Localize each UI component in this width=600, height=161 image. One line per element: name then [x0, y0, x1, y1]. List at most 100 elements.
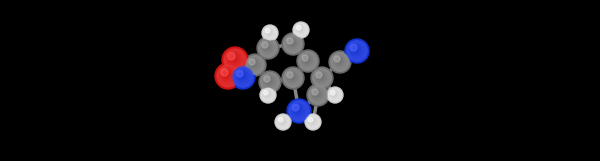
Circle shape — [217, 65, 239, 87]
Circle shape — [264, 27, 276, 39]
Circle shape — [306, 115, 320, 129]
Circle shape — [263, 75, 275, 87]
Circle shape — [231, 65, 255, 89]
Circle shape — [288, 39, 295, 46]
Circle shape — [318, 74, 323, 79]
Circle shape — [311, 88, 323, 100]
Circle shape — [331, 90, 335, 95]
Circle shape — [238, 72, 245, 79]
Circle shape — [247, 57, 262, 71]
Circle shape — [236, 70, 248, 82]
Circle shape — [287, 72, 293, 78]
Circle shape — [224, 49, 246, 71]
Circle shape — [224, 72, 227, 75]
Circle shape — [316, 72, 322, 78]
Circle shape — [298, 26, 302, 32]
Circle shape — [264, 44, 269, 49]
Circle shape — [331, 53, 349, 71]
Circle shape — [260, 40, 274, 54]
Circle shape — [263, 90, 268, 95]
Circle shape — [353, 48, 356, 50]
Circle shape — [305, 114, 321, 130]
Circle shape — [262, 89, 274, 101]
Circle shape — [295, 24, 307, 36]
Circle shape — [282, 33, 304, 55]
Circle shape — [263, 90, 272, 99]
Circle shape — [302, 55, 308, 61]
Circle shape — [228, 53, 239, 64]
Circle shape — [219, 67, 236, 84]
Circle shape — [329, 89, 341, 101]
Circle shape — [308, 117, 317, 126]
Circle shape — [296, 24, 306, 35]
Circle shape — [266, 93, 268, 95]
Circle shape — [239, 73, 244, 78]
Circle shape — [286, 36, 299, 50]
Circle shape — [289, 74, 293, 79]
Circle shape — [301, 53, 314, 67]
Circle shape — [334, 56, 344, 66]
Circle shape — [259, 71, 281, 93]
Circle shape — [248, 58, 260, 70]
Circle shape — [232, 56, 234, 59]
Circle shape — [282, 67, 304, 89]
Circle shape — [278, 118, 283, 122]
Circle shape — [310, 87, 326, 103]
Circle shape — [297, 26, 304, 33]
Circle shape — [244, 54, 266, 76]
Circle shape — [229, 54, 238, 62]
Circle shape — [353, 47, 358, 52]
Circle shape — [336, 58, 341, 63]
Circle shape — [308, 86, 328, 104]
Circle shape — [223, 71, 229, 77]
Circle shape — [335, 57, 342, 64]
Circle shape — [297, 50, 319, 72]
Circle shape — [301, 54, 313, 66]
Circle shape — [305, 58, 307, 60]
Circle shape — [347, 41, 367, 61]
Circle shape — [289, 101, 309, 121]
Circle shape — [221, 69, 228, 76]
Circle shape — [307, 116, 319, 128]
Circle shape — [292, 104, 304, 116]
Circle shape — [314, 91, 319, 96]
Circle shape — [278, 117, 287, 126]
Circle shape — [284, 35, 302, 53]
Circle shape — [345, 39, 369, 63]
Circle shape — [230, 55, 236, 61]
Circle shape — [313, 69, 331, 87]
Circle shape — [296, 108, 298, 110]
Circle shape — [257, 37, 279, 59]
Circle shape — [299, 52, 316, 69]
Circle shape — [277, 116, 289, 128]
Circle shape — [262, 25, 278, 41]
Circle shape — [215, 63, 241, 89]
Circle shape — [260, 40, 276, 56]
Circle shape — [294, 23, 308, 37]
Circle shape — [350, 45, 361, 55]
Circle shape — [262, 74, 278, 90]
Circle shape — [330, 90, 338, 99]
Circle shape — [266, 28, 270, 33]
Circle shape — [280, 118, 284, 123]
Circle shape — [266, 29, 272, 35]
Circle shape — [249, 59, 259, 69]
Circle shape — [310, 119, 314, 123]
Circle shape — [263, 26, 277, 40]
Circle shape — [296, 26, 301, 30]
Circle shape — [298, 27, 302, 30]
Circle shape — [315, 92, 317, 94]
Circle shape — [329, 51, 351, 73]
Circle shape — [266, 78, 271, 83]
Circle shape — [220, 68, 234, 82]
Circle shape — [284, 36, 301, 52]
Circle shape — [264, 76, 270, 82]
Circle shape — [296, 25, 305, 34]
Circle shape — [245, 56, 265, 74]
Circle shape — [332, 54, 346, 68]
Circle shape — [293, 106, 301, 113]
Circle shape — [262, 42, 268, 48]
Circle shape — [308, 118, 313, 122]
Circle shape — [314, 70, 330, 86]
Circle shape — [308, 117, 318, 127]
